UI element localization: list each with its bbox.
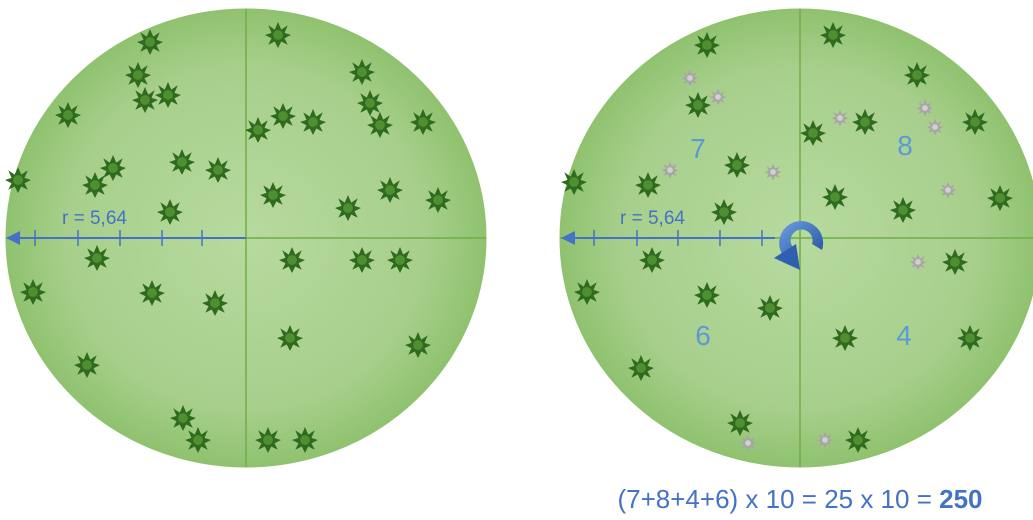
tree	[349, 247, 375, 273]
formula: (7+8+4+6) x 10 = 25 x 10 = 250	[617, 484, 982, 514]
tree	[852, 109, 878, 135]
tree	[349, 59, 375, 85]
left-plot: r = 5,64	[5, 8, 487, 468]
formula-result: 250	[939, 484, 982, 514]
tree	[377, 177, 403, 203]
tree	[157, 199, 183, 225]
tree	[139, 280, 165, 306]
tree	[132, 87, 158, 113]
tree	[125, 62, 151, 88]
tree	[405, 332, 431, 358]
tree	[292, 427, 318, 453]
tree	[100, 155, 126, 181]
quadrant-count: 4	[896, 320, 912, 351]
tree	[711, 199, 737, 225]
right-plot: r = 5,64 7 8 6 4	[559, 8, 1033, 468]
tree	[574, 279, 600, 305]
formula-expression: (7+8+4+6) x 10 = 25 x 10 =	[617, 484, 931, 514]
radius-label: r = 5,64	[620, 208, 685, 229]
tree	[5, 167, 31, 193]
tree	[55, 102, 81, 128]
tree	[561, 169, 587, 195]
tree	[987, 185, 1013, 211]
tree	[169, 149, 195, 175]
tree	[694, 282, 720, 308]
quadrant-count: 6	[695, 320, 711, 351]
tree	[205, 157, 231, 183]
tree	[357, 90, 383, 116]
ticks	[34, 230, 203, 246]
tree	[820, 22, 846, 48]
tree	[942, 249, 968, 275]
tree	[270, 103, 296, 129]
tree	[845, 427, 871, 453]
tree	[170, 405, 196, 431]
tree	[694, 32, 720, 58]
tree	[425, 187, 451, 213]
tree	[628, 355, 654, 381]
tree	[255, 427, 281, 453]
tree	[832, 325, 858, 351]
quadrant-count: 7	[690, 133, 706, 164]
tree	[800, 120, 826, 146]
tree	[685, 92, 711, 118]
tree	[279, 247, 305, 273]
tree	[957, 325, 983, 351]
tree	[335, 195, 361, 221]
radius-label: r = 5,64	[62, 208, 127, 229]
tree	[277, 325, 303, 351]
ticks	[593, 230, 763, 246]
tree	[82, 172, 108, 198]
tree	[300, 109, 326, 135]
tree	[367, 112, 393, 138]
tree	[635, 172, 661, 198]
tree	[724, 152, 750, 178]
tree	[20, 279, 46, 305]
tree	[265, 22, 291, 48]
tree	[245, 117, 271, 143]
tree	[387, 247, 413, 273]
quadrant-count: 8	[897, 130, 913, 161]
tree	[727, 410, 753, 436]
tree	[84, 245, 110, 271]
tree	[185, 427, 211, 453]
arrow-head	[6, 231, 20, 245]
tree	[904, 62, 930, 88]
tree	[757, 295, 783, 321]
tree	[639, 247, 665, 273]
tree	[962, 109, 988, 135]
tree	[137, 29, 163, 55]
tree	[410, 109, 436, 135]
tree	[890, 197, 916, 223]
tree	[260, 182, 286, 208]
rotation-icon	[774, 221, 824, 270]
tree	[155, 82, 181, 108]
tree	[822, 184, 848, 210]
arrow-head	[561, 231, 575, 245]
tree	[74, 352, 100, 378]
tree	[202, 290, 228, 316]
